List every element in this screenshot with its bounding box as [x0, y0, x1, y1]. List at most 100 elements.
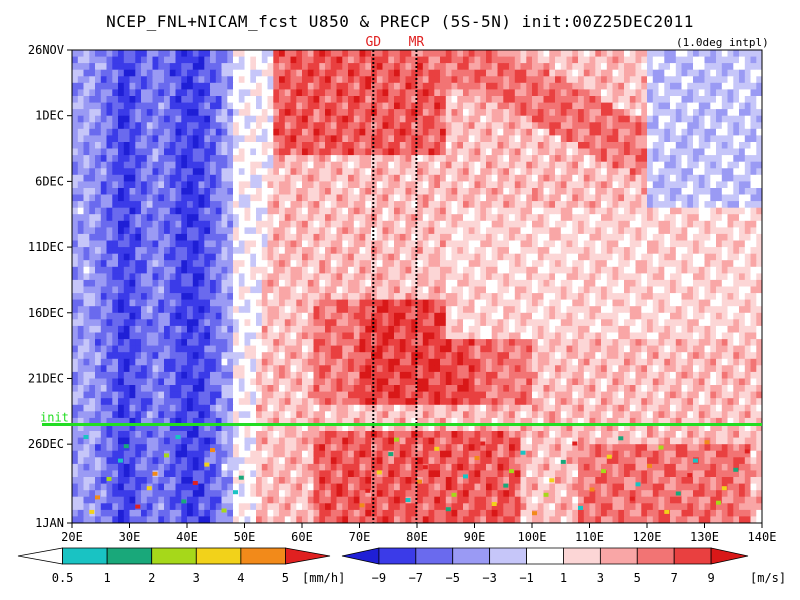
u850-cell	[750, 161, 757, 169]
u850-cell	[307, 293, 315, 301]
u850-cell	[233, 96, 240, 104]
u850-cell	[273, 181, 280, 189]
u850-cell	[428, 69, 435, 77]
u850-cell	[405, 135, 412, 143]
u850-cell	[227, 253, 234, 261]
u850-cell	[578, 306, 585, 314]
u850-cell	[233, 82, 240, 90]
u850-cell	[146, 174, 154, 182]
u850-cell	[210, 109, 217, 117]
u850-cell	[629, 82, 637, 90]
u850-cell	[635, 194, 642, 202]
u850-cell	[296, 63, 303, 71]
u850-cell	[739, 279, 746, 288]
u850-cell	[503, 214, 510, 222]
u850-cell	[566, 50, 573, 58]
u850-cell	[256, 233, 263, 242]
u850-cell	[371, 214, 378, 222]
u850-cell	[164, 279, 171, 288]
u850-cell	[359, 69, 366, 77]
u850-cell	[744, 69, 752, 77]
u850-cell	[652, 181, 660, 189]
u850-cell	[405, 207, 412, 215]
u850-cell	[296, 312, 303, 320]
u850-cell	[365, 293, 372, 301]
u850-cell	[164, 201, 171, 209]
u850-cell	[624, 188, 631, 196]
u850-cell	[652, 109, 660, 117]
u850-cell	[486, 279, 493, 288]
u850-cell	[739, 142, 746, 150]
u850-cell	[187, 50, 194, 58]
u850-cell	[750, 214, 757, 222]
u850-cell	[215, 174, 223, 182]
u850-cell	[572, 168, 579, 176]
u850-cell	[204, 56, 211, 64]
u850-cell	[221, 240, 228, 248]
u850-cell	[169, 168, 177, 176]
u850-cell	[445, 286, 453, 294]
u850-cell	[238, 286, 246, 294]
u850-cell	[595, 214, 602, 222]
u850-cell	[164, 233, 171, 242]
u850-cell	[710, 299, 717, 307]
u850-cell	[146, 194, 154, 202]
u850-cell	[555, 286, 562, 294]
u850-cell	[457, 273, 464, 281]
u850-cell	[537, 155, 545, 163]
u850-cell	[267, 227, 274, 235]
u850-cell	[635, 102, 642, 110]
u850-cell	[353, 96, 361, 104]
u850-cell	[549, 299, 556, 307]
u850-cell	[434, 115, 441, 123]
u850-cell	[411, 201, 418, 209]
u850-cell	[601, 227, 608, 235]
u850-cell	[537, 135, 545, 143]
u850-cell	[750, 201, 757, 209]
u850-cell	[77, 279, 85, 288]
u850-cell	[549, 109, 556, 117]
u850-cell	[290, 89, 297, 97]
u850-cell	[284, 299, 292, 307]
u850-cell	[716, 63, 723, 71]
u850-cell	[371, 148, 378, 156]
u850-cell	[330, 142, 338, 150]
u850-cell	[463, 214, 470, 222]
u850-cell	[256, 293, 263, 301]
u850-cell	[624, 214, 631, 222]
u850-cell	[526, 168, 533, 176]
u850-cell	[560, 266, 568, 274]
u850-cell	[532, 69, 539, 77]
u850-cell	[434, 168, 441, 176]
u850-cell	[721, 89, 729, 97]
u850-cell	[474, 201, 481, 209]
u850-cell	[388, 188, 395, 196]
u850-cell	[198, 260, 205, 268]
u850-cell	[198, 253, 205, 261]
u850-cell	[750, 155, 757, 163]
u850-cell	[716, 233, 723, 242]
u850-cell	[382, 227, 389, 235]
u850-cell	[716, 109, 723, 117]
u850-cell	[325, 306, 332, 314]
u850-cell	[169, 312, 177, 320]
u850-cell	[572, 122, 579, 130]
u850-cell	[330, 319, 338, 327]
u850-cell	[89, 233, 96, 242]
u850-cell	[468, 128, 476, 136]
u850-cell	[100, 319, 108, 327]
u850-cell	[192, 240, 200, 248]
u850-cell	[118, 82, 125, 90]
u850-cell	[244, 286, 251, 294]
u850-cell	[549, 266, 556, 274]
u850-cell	[474, 181, 481, 189]
u850-cell	[681, 220, 688, 228]
u850-cell	[83, 89, 90, 97]
u850-cell	[652, 266, 660, 274]
u850-cell	[537, 69, 545, 77]
u850-cell	[578, 109, 585, 117]
u850-cell	[566, 148, 573, 156]
u850-cell	[468, 96, 476, 104]
u850-cell	[681, 227, 688, 235]
u850-cell	[422, 220, 430, 228]
